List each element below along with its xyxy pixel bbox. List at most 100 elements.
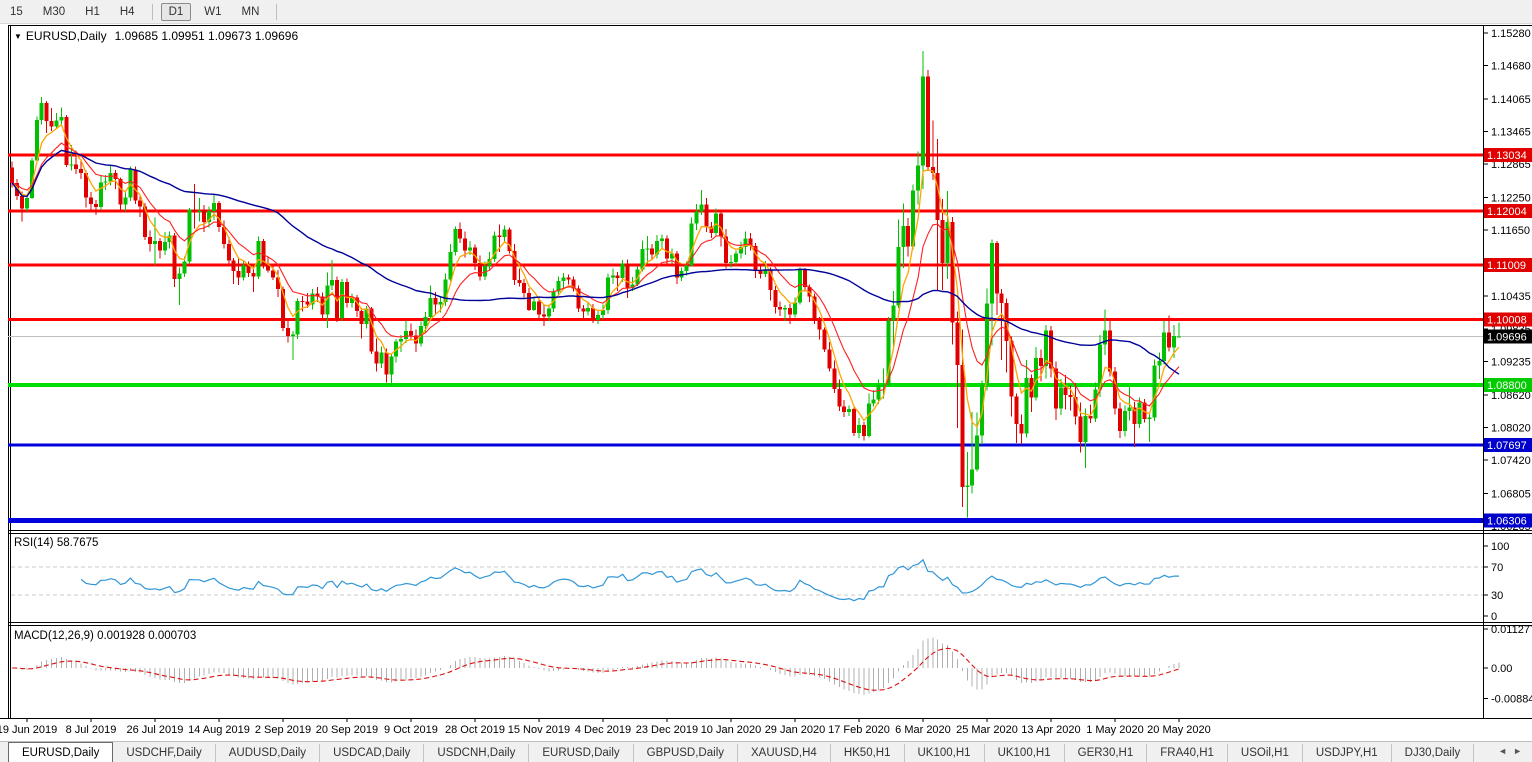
candle xyxy=(561,273,566,288)
timeframe-button-h1[interactable]: H1 xyxy=(85,5,100,18)
chart-tab-ger30-h1[interactable]: GER30,H1 xyxy=(1065,744,1148,762)
svg-text:0.011277: 0.011277 xyxy=(1491,624,1532,636)
price-level-badge: 1.11009 xyxy=(1484,258,1532,273)
candle xyxy=(1029,374,1034,413)
candle xyxy=(167,231,172,249)
svg-text:1.14680: 1.14680 xyxy=(1491,61,1531,73)
candle xyxy=(970,412,975,494)
candle xyxy=(1167,315,1172,352)
chart-tab-hk50-h1[interactable]: HK50,H1 xyxy=(831,744,905,762)
candle xyxy=(507,227,512,254)
svg-text:1 May 2020: 1 May 2020 xyxy=(1086,724,1143,736)
chart-tab-uk100-h1[interactable]: UK100,H1 xyxy=(905,744,985,762)
chart-tab-usdchf-daily[interactable]: USDCHF,Daily xyxy=(113,744,216,762)
candle xyxy=(88,192,93,211)
candle xyxy=(197,198,202,222)
chart-tab-gbpusd-daily[interactable]: GBPUSD,Daily xyxy=(634,744,738,762)
chart-frame xyxy=(0,25,1532,719)
chart-tab-xauusd-h4[interactable]: XAUUSD,H4 xyxy=(738,744,831,762)
chart-tab-eurusd-daily[interactable]: EURUSD,Daily xyxy=(529,744,634,762)
timeframe-button-m30[interactable]: M30 xyxy=(42,5,66,18)
macd-indicator-label: MACD(12,26,9) 0.001928 0.000703 xyxy=(14,630,197,642)
chart-tab-usdcad-daily[interactable]: USDCAD,Daily xyxy=(320,744,425,762)
candle xyxy=(797,267,802,305)
timeframe-button-15[interactable]: 15 xyxy=(10,5,23,18)
candle xyxy=(1157,352,1162,380)
timeframe-button-mn[interactable]: MN xyxy=(241,5,260,18)
candle xyxy=(1142,399,1147,423)
svg-text:1.14065: 1.14065 xyxy=(1491,94,1531,106)
candle xyxy=(384,348,389,383)
tab-scroll-right-icon[interactable]: ► xyxy=(1513,746,1528,756)
chart-tab-usdcnh-daily[interactable]: USDCNH,Daily xyxy=(424,744,530,762)
candle xyxy=(1073,382,1078,425)
candle xyxy=(837,379,842,412)
svg-text:28 Oct 2019: 28 Oct 2019 xyxy=(445,724,505,736)
candle xyxy=(54,112,59,130)
candle xyxy=(1112,367,1117,415)
candle xyxy=(916,151,921,205)
candle xyxy=(1147,414,1152,443)
candle xyxy=(359,307,364,339)
svg-text:1.10008: 1.10008 xyxy=(1487,314,1527,326)
svg-text:20 May 2020: 20 May 2020 xyxy=(1147,724,1211,736)
candle xyxy=(79,159,84,180)
chart-tab-audusd-daily[interactable]: AUDUSD,Daily xyxy=(216,744,321,762)
candle xyxy=(788,304,793,325)
chart-tab-fra40-h1[interactable]: FRA40,H1 xyxy=(1147,744,1228,762)
candle xyxy=(64,115,69,168)
candle xyxy=(1176,322,1181,338)
candle xyxy=(792,297,797,318)
tab-scroll-left-icon[interactable]: ◄ xyxy=(1498,746,1514,756)
svg-text:1.06306: 1.06306 xyxy=(1487,515,1527,527)
candle xyxy=(906,218,911,257)
candle xyxy=(330,260,335,290)
candle xyxy=(226,237,231,265)
candle xyxy=(152,217,157,265)
candle xyxy=(408,323,413,341)
timeframe-button-w1[interactable]: W1 xyxy=(204,5,222,18)
svg-text:10 Jan 2020: 10 Jan 2020 xyxy=(701,724,762,736)
svg-text:1.15280: 1.15280 xyxy=(1491,28,1531,40)
symbol-dropdown-icon[interactable]: ▼ xyxy=(14,32,22,41)
candle xyxy=(29,157,34,200)
price-level-badge: 1.13034 xyxy=(1484,148,1532,163)
svg-text:1.10435: 1.10435 xyxy=(1491,291,1531,303)
candle xyxy=(236,258,241,286)
ma-line-sma50 xyxy=(11,149,1180,375)
svg-text:1.06805: 1.06805 xyxy=(1491,488,1531,500)
candle xyxy=(940,199,945,290)
candle xyxy=(44,100,49,133)
candle xyxy=(586,301,591,316)
candle xyxy=(901,203,906,269)
candle xyxy=(138,196,143,218)
candle xyxy=(162,231,167,256)
chart-tab-bar: EURUSD,Daily USDCHF,Daily AUDUSD,Daily USDC… xyxy=(0,741,1532,762)
candle xyxy=(541,305,546,326)
candle xyxy=(630,276,635,292)
chart-tab-dj30-daily[interactable]: DJ30,Daily xyxy=(1392,744,1475,762)
candle xyxy=(512,243,517,286)
candle xyxy=(241,261,246,281)
chart-tab-usoil-h1[interactable]: USOil,H1 xyxy=(1228,744,1303,762)
candle xyxy=(231,257,236,284)
candle xyxy=(118,177,123,211)
timeframe-button-d1[interactable]: D1 xyxy=(160,2,192,21)
candle xyxy=(600,304,605,320)
candle xyxy=(975,412,980,472)
candle xyxy=(103,174,108,190)
chart-tab-uk100-h1[interactable]: UK100,H1 xyxy=(985,744,1065,762)
svg-text:100: 100 xyxy=(1491,541,1509,553)
candle xyxy=(20,191,25,222)
candle xyxy=(925,69,930,171)
chart-tab-usdjpy-h1[interactable]: USDJPY,H1 xyxy=(1303,744,1392,762)
price-level-badge: 1.06306 xyxy=(1484,513,1532,528)
candle xyxy=(310,288,315,310)
candle xyxy=(24,195,29,212)
candle xyxy=(832,360,837,394)
chart-tab-eurusd-daily[interactable]: EURUSD,Daily xyxy=(8,742,114,762)
candle xyxy=(556,276,561,295)
candle xyxy=(1103,309,1108,356)
timeframe-button-h4[interactable]: H4 xyxy=(119,5,135,18)
